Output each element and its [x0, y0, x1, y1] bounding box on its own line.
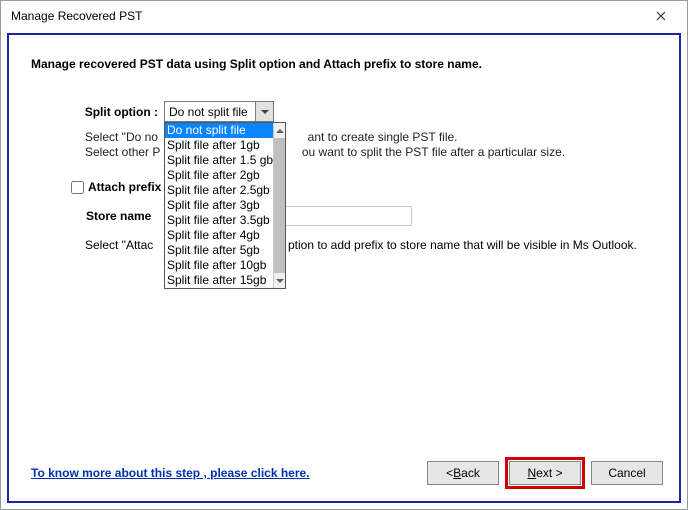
- split-help-1b: ant to create single PST file.: [308, 130, 458, 144]
- dropdown-item[interactable]: Split file after 3.5gb: [165, 213, 273, 228]
- page-heading: Manage recovered PST data using Split op…: [9, 57, 679, 101]
- split-help-block: Select "Do no ant to create single PST f…: [9, 122, 679, 160]
- prefix-section: Attach prefix t Store name Select "Attac…: [9, 180, 679, 253]
- dropdown-item[interactable]: Split file after 2.5gb: [165, 183, 273, 198]
- split-option-label: Split option :: [9, 105, 164, 119]
- split-help-2a: Select other P: [85, 145, 160, 159]
- dropdown-item[interactable]: Split file after 4gb: [165, 228, 273, 243]
- back-button-pre: <: [446, 466, 453, 480]
- chevron-down-icon: [261, 110, 269, 114]
- prefix-help-b: ption to add prefix to store name that w…: [288, 238, 637, 252]
- prefix-help-block: Select "Attac ption to add prefix to sto…: [9, 226, 679, 253]
- footer: To know more about this step , please cl…: [9, 455, 679, 501]
- split-help-1a: Select "Do no: [85, 130, 158, 144]
- split-help-2b: ou want to split the PST file after a pa…: [302, 145, 565, 159]
- dropdown-scrollbar[interactable]: [273, 123, 285, 288]
- next-button-post: ext >: [536, 466, 562, 480]
- split-option-selected: Do not split file: [169, 105, 248, 119]
- scroll-down-button[interactable]: [274, 273, 285, 288]
- attach-prefix-checkbox[interactable]: [71, 181, 84, 194]
- prefix-help-a: Select "Attac: [85, 238, 153, 252]
- split-option-combo[interactable]: Do not split file: [164, 101, 274, 122]
- split-option-row: Split option : Do not split file Do not …: [9, 101, 679, 122]
- titlebar: Manage Recovered PST: [1, 1, 687, 31]
- attach-prefix-label: Attach prefix t: [88, 180, 169, 194]
- back-button[interactable]: < Back: [427, 461, 499, 485]
- split-option-dropdown[interactable]: Do not split file Split file after 1gb S…: [164, 122, 286, 289]
- store-name-label: Store name: [86, 209, 157, 223]
- dropdown-item[interactable]: Split file after 5gb: [165, 243, 273, 258]
- more-info-link[interactable]: To know more about this step , please cl…: [31, 466, 310, 480]
- close-icon: [656, 11, 666, 21]
- chevron-down-icon: [276, 279, 284, 283]
- dropdown-item[interactable]: Split file after 1gb: [165, 138, 273, 153]
- store-name-row: Store name: [9, 206, 679, 226]
- back-button-post: ack: [461, 466, 480, 480]
- scroll-thumb[interactable]: [274, 138, 285, 273]
- store-name-input[interactable]: [272, 206, 412, 226]
- dropdown-item[interactable]: Do not split file: [165, 123, 273, 138]
- window-title: Manage Recovered PST: [11, 9, 142, 23]
- dropdown-item[interactable]: Split file after 2gb: [165, 168, 273, 183]
- cancel-button[interactable]: Cancel: [591, 461, 663, 485]
- dropdown-item[interactable]: Split file after 1.5 gb: [165, 153, 273, 168]
- dropdown-item[interactable]: Split file after 3gb: [165, 198, 273, 213]
- dialog-window: Manage Recovered PST Manage recovered PS…: [0, 0, 688, 510]
- content-frame: Manage recovered PST data using Split op…: [7, 33, 681, 503]
- attach-prefix-row: Attach prefix t: [9, 180, 679, 194]
- next-button[interactable]: Next >: [509, 461, 581, 485]
- combo-arrow-button[interactable]: [255, 102, 273, 121]
- next-button-ul: N: [527, 466, 536, 480]
- back-button-ul: B: [453, 466, 461, 480]
- scroll-up-button[interactable]: [274, 123, 285, 138]
- button-bar: < Back Next > Cancel: [427, 461, 663, 485]
- close-button[interactable]: [641, 4, 681, 28]
- dropdown-item[interactable]: Split file after 10gb: [165, 258, 273, 273]
- dropdown-items: Do not split file Split file after 1gb S…: [165, 123, 273, 288]
- dropdown-item[interactable]: Split file after 15gb: [165, 273, 273, 288]
- chevron-up-icon: [276, 129, 284, 133]
